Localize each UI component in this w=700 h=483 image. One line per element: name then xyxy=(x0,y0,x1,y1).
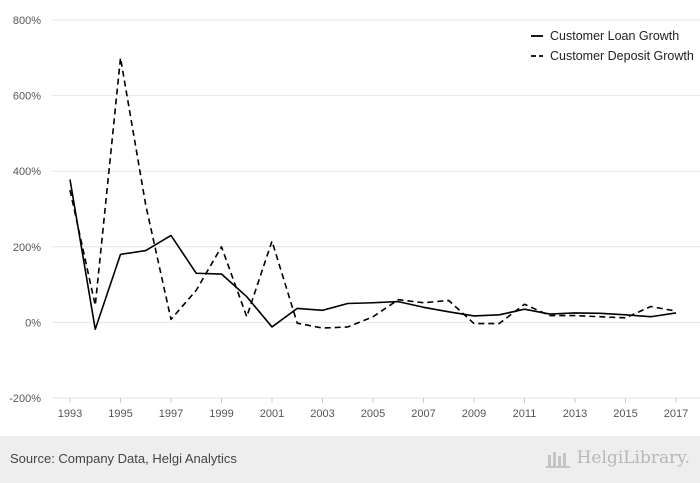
x-tick-label: 2015 xyxy=(613,408,637,420)
chart: 800% 600% 400% 200% 0% -200% 1993 1995 1997 1999… xyxy=(9,15,700,420)
y-tick-label: -200% xyxy=(9,393,41,405)
footer-band xyxy=(0,436,700,483)
x-tick-label: 2009 xyxy=(462,408,486,420)
x-tick-label: 2013 xyxy=(563,408,587,420)
x-tick-label: 1999 xyxy=(209,408,233,420)
grid-lines xyxy=(52,19,700,399)
x-tick-label: 2007 xyxy=(411,408,435,420)
source-note: Source: Company Data, Helgi Analytics xyxy=(10,451,237,466)
y-tick-label: 200% xyxy=(13,242,41,254)
x-tick-label: 1997 xyxy=(159,408,183,420)
y-tick-label: 0% xyxy=(25,317,41,329)
legend-label: Customer Loan Growth xyxy=(550,29,679,43)
y-tick-label: 800% xyxy=(13,15,41,27)
x-tick-label: 2001 xyxy=(260,408,284,420)
x-tick-label: 2005 xyxy=(361,408,385,420)
x-tick-label: 1993 xyxy=(58,408,82,420)
x-tick-label: 2003 xyxy=(310,408,334,420)
y-tick-label: 600% xyxy=(13,91,41,103)
x-tick-label: 2017 xyxy=(664,408,688,420)
legend: Customer Loan Growth Customer Deposit Gro… xyxy=(531,29,694,63)
x-axis-ticks: 1993 1995 1997 1999 2001 2003 2005 2007 2009 2011… xyxy=(58,398,688,420)
series-line-customer-deposit-growth xyxy=(69,56,677,329)
y-axis-ticks: 800% 600% 400% 200% 0% -200% xyxy=(9,15,41,405)
x-tick-label: 1995 xyxy=(108,408,132,420)
legend-label: Customer Deposit Growth xyxy=(550,49,694,63)
series-lines xyxy=(69,56,677,331)
x-tick-label: 2011 xyxy=(513,408,537,420)
brand-logo: HelgiLibrary. xyxy=(545,446,690,470)
brand-name: HelgiLibrary. xyxy=(576,448,690,468)
series-line-customer-loan-growth xyxy=(69,179,677,331)
library-icon xyxy=(545,452,570,468)
y-tick-label: 400% xyxy=(13,166,41,178)
